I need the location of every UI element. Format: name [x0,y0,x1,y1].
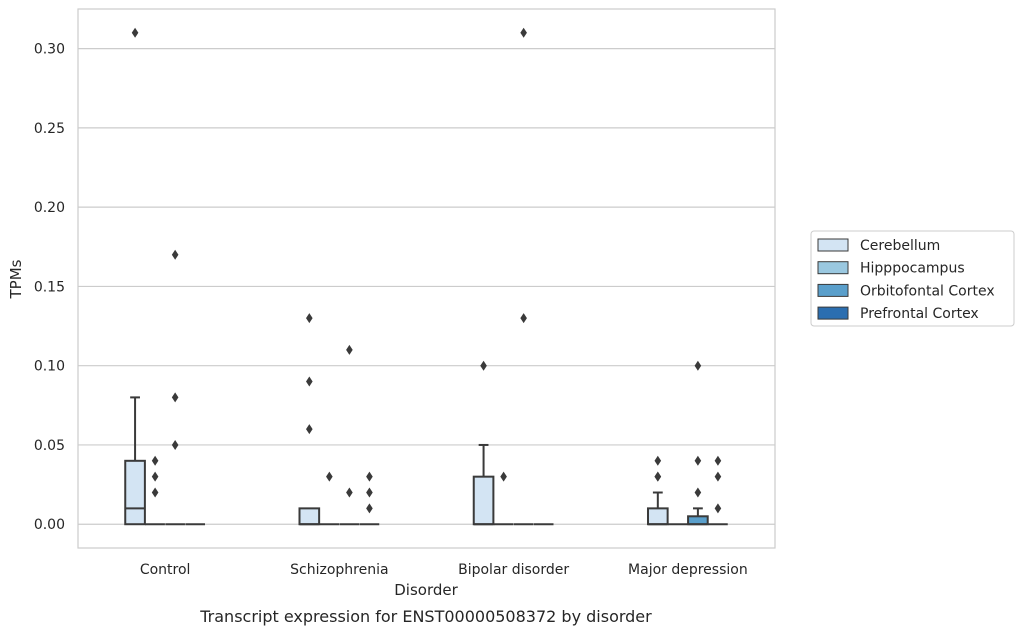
box-2-0 [472,360,495,526]
x-tick-label: Bipolar disorder [458,562,569,578]
x-ticks: Control Schizophrenia Bipolar disorder Majo… [140,562,748,578]
box [687,515,709,526]
outlier-point [714,503,722,514]
outlier-point [326,471,333,482]
box-1-1 [319,471,340,526]
y-tick-label: 0.05 [34,438,65,454]
legend-swatch [817,306,849,320]
box-3-0 [646,455,669,526]
outlier-point [151,471,159,482]
outlier-point [500,471,507,482]
chart-caption: Transcript expression for ENST0000050837… [199,607,652,626]
outlier-point [366,487,373,498]
plot-frame [77,8,776,549]
legend-swatch [817,261,849,275]
outlier-point [151,455,159,466]
outlier-point [171,392,179,403]
outlier-point [694,360,702,371]
outlier-point [480,360,487,371]
box-0-2 [165,249,185,526]
box-0-1 [145,455,165,526]
box-2-1 [493,471,514,526]
box [124,459,146,526]
outlier-point [171,249,179,260]
legend-frame [810,230,1015,327]
y-tick-label: 0.20 [34,200,65,216]
outlier-point [151,487,159,498]
y-axis-label: TPMs [7,259,25,299]
legend-item: Hipppocampus [817,261,965,277]
outlier-point [306,313,313,324]
outlier-point [366,471,373,482]
box [646,507,669,526]
legend-item: Prefrontal Cortex [817,306,979,322]
outlier-point [694,455,702,466]
y-ticks: 0.00 0.05 0.10 0.15 0.20 0.25 0.30 [34,42,65,534]
x-tick-label: Major depression [628,562,748,578]
legend-swatch [817,238,849,252]
legend-label: Orbitofontal Cortex [860,283,995,299]
outlier-point [714,471,722,482]
box-layer [124,27,728,526]
legend-label: Prefrontal Cortex [860,306,979,322]
outlier-point [520,313,527,324]
box [298,507,321,526]
outlier-point [131,27,139,38]
y-tick-label: 0.00 [34,517,65,533]
y-tick-label: 0.30 [34,42,65,58]
legend-swatch [817,283,849,297]
outlier-point [306,424,313,435]
legend: Cerebellum Hipppocampus Orbitofontal Corte… [810,230,1015,327]
box-0-0 [124,27,146,526]
outlier-point [714,455,722,466]
outlier-point [654,455,662,466]
outlier-point [346,487,353,498]
box-1-0 [298,313,321,526]
legend-label: Cerebellum [860,238,940,254]
y-tick-label: 0.15 [34,279,65,295]
outlier-point [520,27,527,38]
x-tick-label: Schizophrenia [290,562,388,578]
legend-item: Orbitofontal Cortex [817,283,995,299]
outlier-point [306,376,313,387]
outlier-point [694,487,702,498]
x-tick-label: Control [140,562,191,578]
outlier-point [654,471,662,482]
outlier-point [346,344,353,355]
y-tick-label: 0.25 [34,121,65,137]
x-axis-label: Disorder [394,581,458,599]
box-1-2 [339,344,360,526]
box-3-3 [708,455,728,526]
legend-label: Hipppocampus [860,261,965,277]
y-tick-label: 0.10 [34,359,65,375]
box-2-2 [513,27,534,526]
box-3-2 [687,360,709,526]
outlier-point [171,439,179,450]
outlier-point [366,503,373,514]
box-1-3 [359,471,380,526]
gridlines [78,48,775,525]
legend-item: Cerebellum [817,238,940,254]
box [472,475,495,526]
